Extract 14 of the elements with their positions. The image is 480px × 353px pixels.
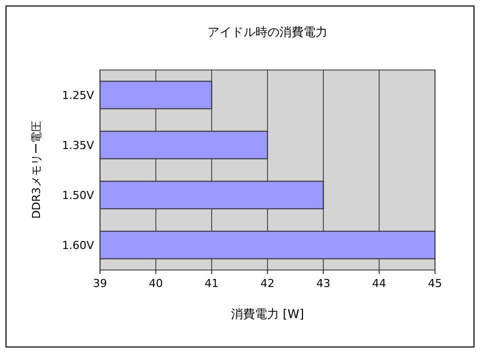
y-tick-label: 1.25V: [62, 89, 94, 102]
x-tick-label: 40: [148, 277, 163, 290]
y-tick-label: 1.35V: [62, 139, 94, 152]
y-tick-label: 1.50V: [62, 189, 94, 202]
x-tick-label: 44: [372, 277, 386, 290]
chart-title: アイドル時の消費電力: [208, 25, 328, 39]
x-tick-label: 39: [93, 277, 107, 290]
x-tick-label: 42: [260, 277, 274, 290]
x-axis-title: 消費電力 [W]: [230, 307, 304, 321]
x-tick-label: 43: [316, 277, 330, 290]
x-tick-label: 45: [428, 277, 442, 290]
x-tick-label: 41: [204, 277, 219, 290]
y-axis-title: DDR3メモリー電圧: [30, 121, 43, 219]
y-tick-label: 1.60V: [62, 239, 94, 252]
